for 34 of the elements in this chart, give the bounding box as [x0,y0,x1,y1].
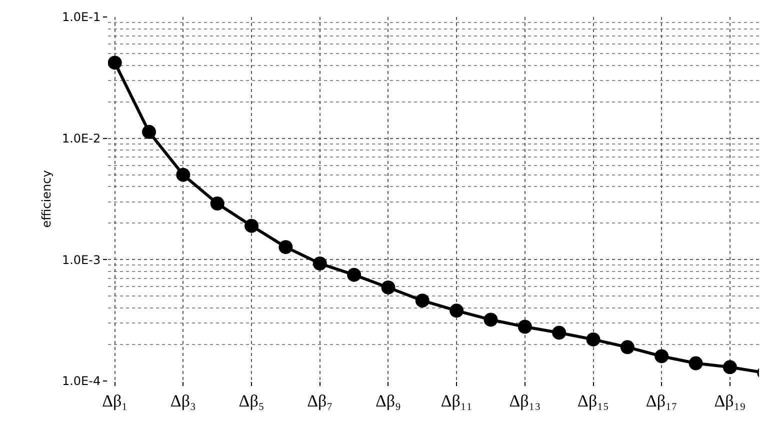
x-tick-label: Δβ₃ [170,391,196,410]
point [415,294,430,308]
y-tick-label: 1.0E-1 [62,10,101,24]
point [347,268,362,282]
point [381,280,396,294]
point [108,56,122,70]
x-tick-label: Δβ₁₁ [440,391,472,410]
point [450,304,464,318]
point [518,320,532,334]
point [176,168,190,182]
y-axis-title: efficiency [39,170,54,228]
y-tick-label: 1.0E-4 [62,374,101,388]
point [620,340,634,354]
point [278,240,293,254]
point [688,356,703,370]
x-tick-label: Δβ₁₃ [509,391,541,410]
x-tick-label: Δβ₉ [375,391,402,410]
x-tick-label: Δβ₁₇ [646,391,678,410]
x-tick-label: Δβ₅ [238,391,264,410]
point [552,326,566,340]
point [210,196,224,211]
point [142,124,156,139]
point [244,218,259,233]
point [312,256,327,270]
x-tick-label: Δβ₁ [102,391,128,410]
point [484,312,498,327]
y-tick-label: 1.0E-2 [62,132,101,146]
point [654,349,669,364]
x-tick-label: Δβ₁₅ [578,391,610,410]
y-tick-label: 1.0E-3 [62,252,101,267]
x-tick-label: Δβ₁₉ [714,391,746,410]
point [722,360,737,374]
point [586,332,600,346]
x-tick-label: Δβ₇ [307,391,333,410]
